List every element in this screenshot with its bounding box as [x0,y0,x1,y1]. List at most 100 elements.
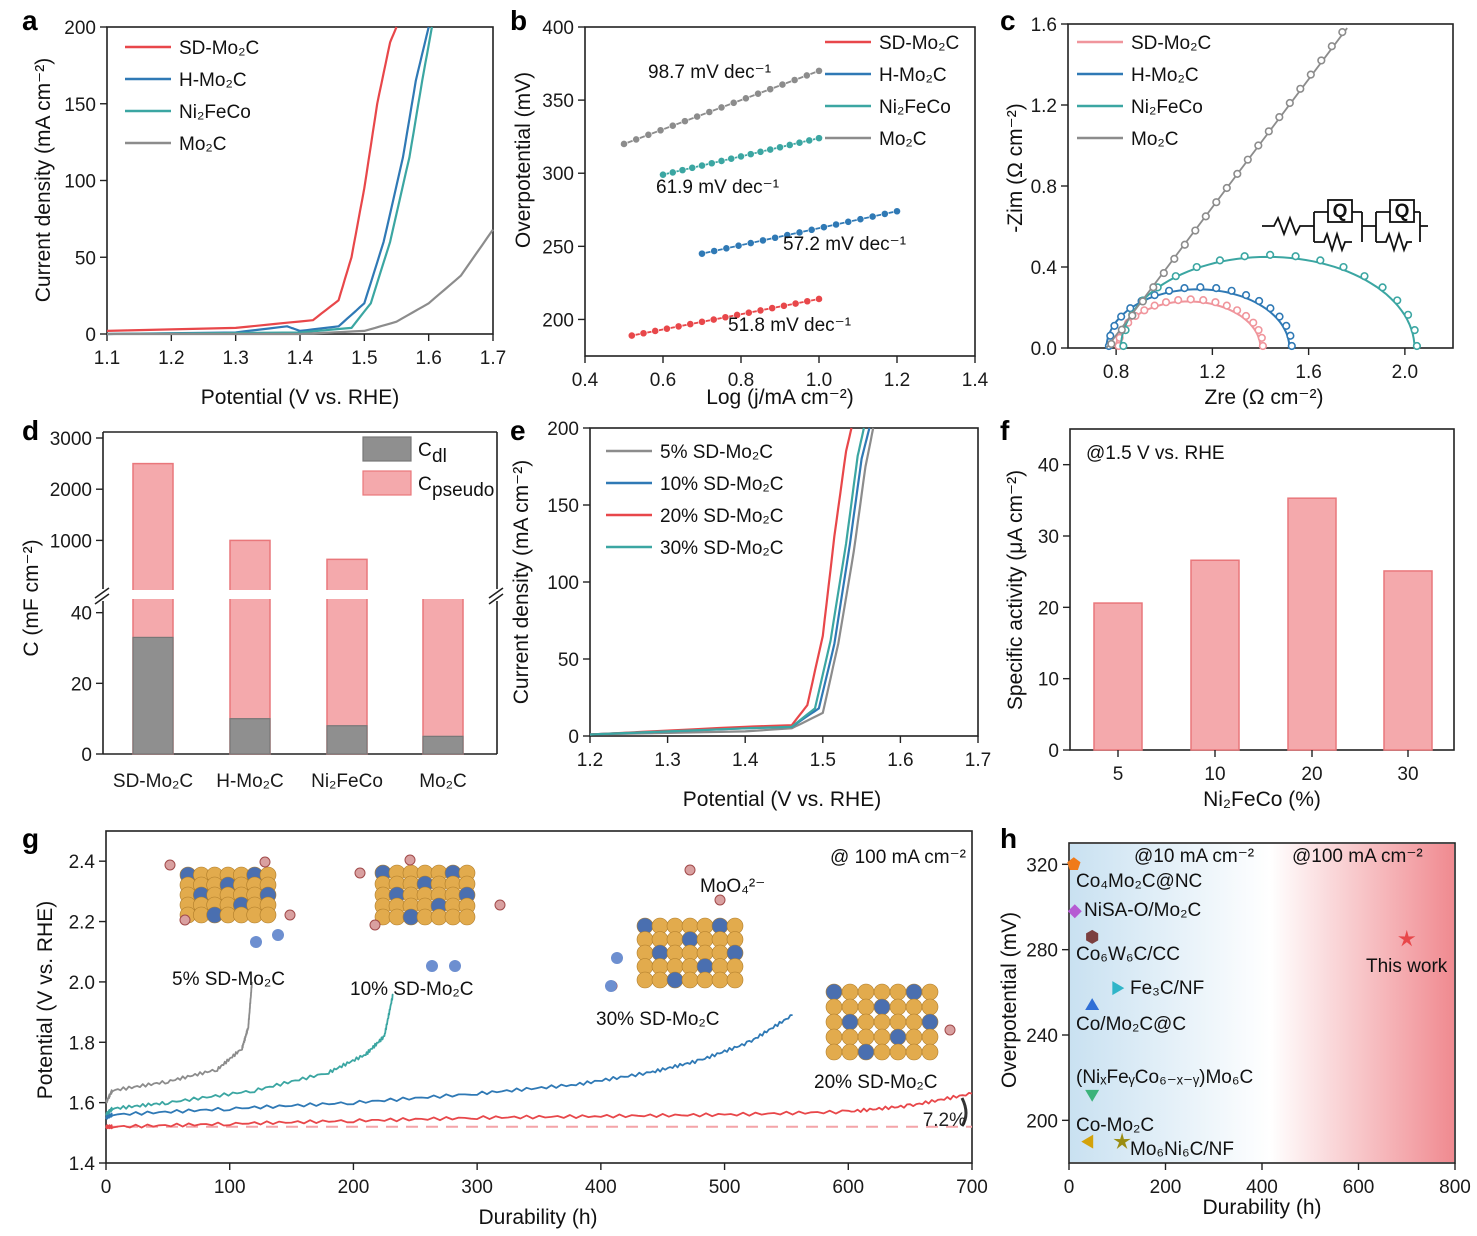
panel-a-xtick-label: 1.2 [158,348,184,369]
background-layer [1070,844,1454,1162]
panel-b-legend-1-label: H-Mo₂C [879,65,947,86]
panel-b-ytick-label: 200 [542,310,574,331]
schematic-atom [889,983,907,1001]
panel-c-point [1117,312,1126,321]
schematic-dissolved-atom [250,936,262,948]
schematic-atom [825,1043,843,1061]
panel-b-point [698,249,706,258]
panel-c-point [1186,295,1195,304]
panel-b-xtick-label: 1.4 [962,370,989,391]
panel-c-legend-3-label: Mo₂C [1131,129,1179,150]
panel-c-point [1150,301,1159,310]
panel-e-xtick-label: 1.3 [654,750,680,771]
schematic-atom [921,998,939,1016]
panel-d-bar-pseudo-3 [422,594,464,755]
panel-b-point [722,244,731,253]
panel-d-legend-sub-pseudo: pseudo [432,480,494,501]
panel-c-ytick-label: 0.0 [1031,339,1057,360]
panel-a-frame [106,26,494,335]
panel-e-legend-2-label: 20% SD-Mo₂C [660,506,784,527]
panel-e-ytick-label: 100 [547,573,579,594]
panel-g-curve-0 [105,981,253,1104]
panel-g-ytick-label: 2.2 [69,913,95,934]
panel-h-point-label-0: Co₄Mo₂C@NC [1076,871,1202,892]
panel-a-ytick-label: 100 [64,172,96,193]
panel-a-ytick-label: 200 [64,18,96,39]
panel-f-condition-label: @1.5 V vs. RHE [1086,443,1225,464]
panel-f-ytick-label: 0 [1048,741,1059,762]
panel-c-point [1159,268,1168,278]
schematic-atom [841,1013,859,1031]
panel-c-point [1249,318,1258,327]
panel-a-xtick-label: 1.7 [480,348,506,369]
panel-h-ytick-label: 240 [1026,1026,1058,1047]
panel-b-point [819,223,828,232]
panel-c-point [1317,56,1326,65]
panel-b-xtick-label: 0.8 [728,370,754,391]
panel-c-point [1227,286,1236,295]
panel-b-point [709,315,718,324]
panel-e-ytick-label: 200 [547,419,579,440]
panel-c-point [1287,341,1296,351]
panel-b-point [639,329,648,338]
panel-c-point [1254,141,1263,150]
panel-b-xtick-label: 1.0 [806,370,832,391]
panel-c-point [1233,306,1242,315]
panel-b-point [733,311,741,319]
x-axis-title-h: Durability (h) [1202,1196,1321,1219]
panel-f-bar-1 [1190,559,1240,751]
panel-c-xtick-label: 1.6 [1295,362,1321,383]
panel-c-point [1180,284,1189,293]
panel-g-increase-bracket [960,1097,968,1127]
panel-d-category-label-3: Mo₂C [419,771,467,792]
panel-g-ion-label: MoO₄²⁻ [700,876,765,897]
schematic-atom [921,1028,939,1046]
circuit-cpe-box-1 [1327,199,1353,223]
panel-b-point [746,150,755,159]
panel-b-point [674,322,683,331]
schematic-atom [259,906,277,924]
schematic-atom [857,998,875,1016]
panel-c-point [1282,321,1291,330]
panel-b-point [698,161,706,170]
panel-c-ytick-label: 0.4 [1031,258,1058,279]
panel-e-legend-1-label: 10% SD-Mo₂C [660,474,784,495]
schematic-20pct-cluster [825,983,939,1061]
panel-d-ytick-label: 20 [71,674,92,695]
panel-h-marker-6 [1081,1134,1094,1149]
schematic-atom [873,1028,891,1046]
panel-b-ytick-label: 350 [542,91,574,112]
panel-b-point [756,147,765,156]
panel-d-legend-label-pseudo: C [418,474,432,495]
schematic-dissolved-atom [611,952,623,964]
panel-h-marker-8 [1398,929,1416,947]
panel-b-point [783,231,792,239]
panel-c-point [1106,331,1115,340]
panel-g-sample-label-1: 10% SD-Mo₂C [350,979,474,1000]
panel-a-legend-3-label: Mo₂C [179,134,227,155]
panel-c-point [1266,304,1275,313]
panel-b-legend-2-label: Ni₂FeCo [879,97,951,118]
schematic-atom [636,971,654,989]
panel-b-point [678,166,687,175]
panel-b-point [659,170,667,179]
panel-b-point [766,145,775,154]
schematic-dissolved-atom [272,929,284,941]
panel-h-ytick-label: 280 [1026,941,1058,962]
panel-h-point-label-5: (NiₓFeᵧCo₆₋ₓ₋ᵧ)Mo₆C [1076,1067,1253,1088]
panel-c-legend-2-label: Ni₂FeCo [1131,97,1203,118]
schematic-atom [857,1028,875,1046]
panel-b-point [656,126,665,135]
panel-b-point [734,241,743,250]
panel-d-category-label-2: Ni₂FeCo [311,771,383,792]
panel-c-point [1410,326,1419,335]
schematic-atom [889,998,907,1016]
panel-c-point [1110,321,1119,330]
panel-h-ytick-label: 320 [1026,855,1058,876]
panel-e-xtick-label: 1.5 [810,750,836,771]
panel-b-point [778,80,787,89]
panel-g-frame [105,830,973,1164]
panel-b-point [754,89,762,98]
panel-d-bar-dl-3 [422,735,464,755]
panel-c-point [1161,298,1171,307]
